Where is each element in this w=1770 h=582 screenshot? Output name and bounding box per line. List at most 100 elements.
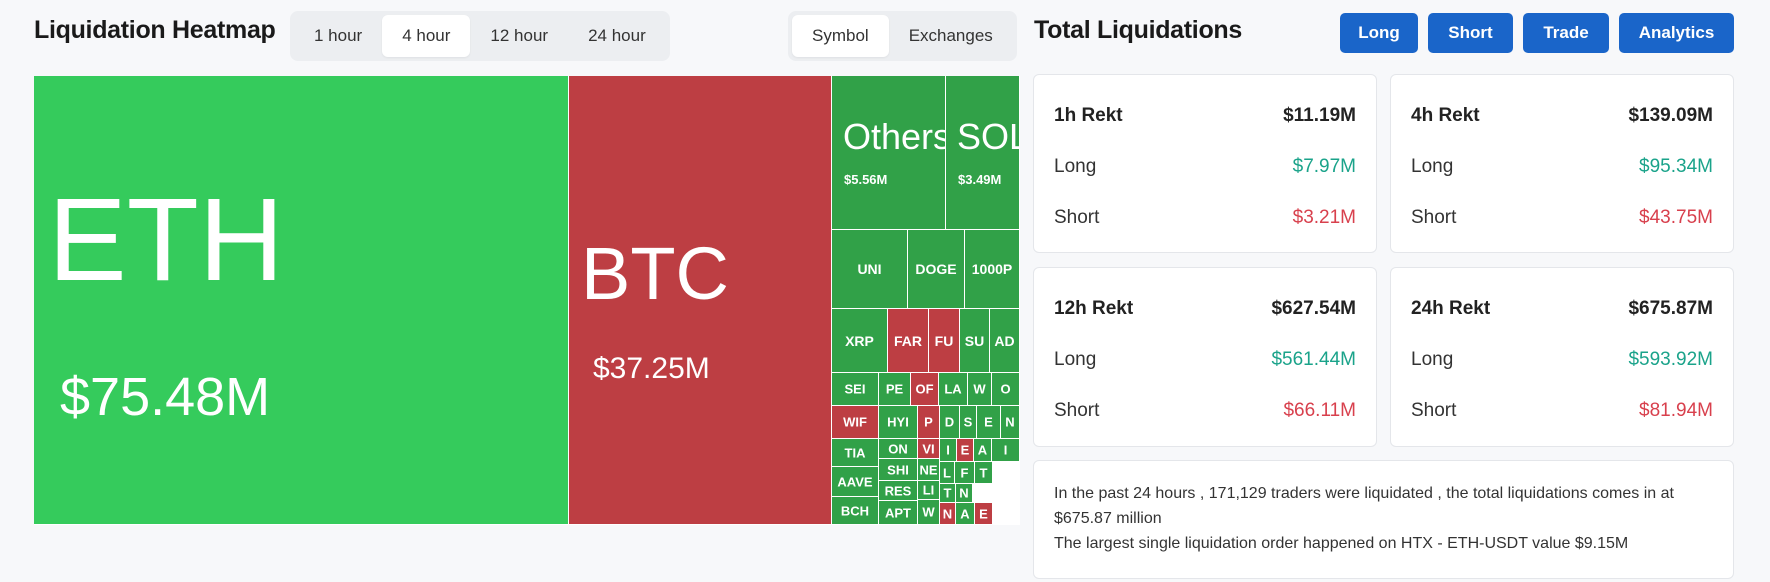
heatmap-tile-p[interactable]: P [918, 406, 940, 439]
heatmap-tile-aave[interactable]: AAVE [832, 467, 879, 497]
tab-1-hour[interactable]: 1 hour [314, 26, 363, 45]
heatmap-tile-tia[interactable]: TIA [832, 439, 879, 467]
heatmap-tile-1000p[interactable]: 1000P [965, 230, 1020, 309]
heatmap-tile-a[interactable]: A [974, 439, 992, 462]
heatmap-tile-vi[interactable]: VI [918, 439, 940, 459]
heatmap-tile-hyi[interactable]: HYI [879, 406, 918, 439]
card-total: $675.87M [1628, 298, 1713, 319]
heatmap-tile-ad[interactable]: AD [990, 309, 1020, 373]
tile-symbol: N [959, 485, 969, 501]
heatmap-tile-e[interactable]: E [977, 406, 1001, 439]
summary-line-traders: In the past 24 hours , 171,129 traders w… [1054, 485, 1674, 527]
card-total: $627.54M [1271, 298, 1356, 319]
card-title: 24h Rekt [1411, 298, 1491, 319]
heatmap-tile-la[interactable]: LA [939, 373, 968, 406]
tile-symbol: A [960, 506, 970, 521]
long-amount: $95.34M [1639, 156, 1713, 177]
heatmap-tile-shi[interactable]: SHI [879, 459, 918, 481]
heatmap-tile-wif[interactable]: WIF [832, 406, 879, 439]
tile-symbol: APT [885, 505, 911, 520]
tab-24-hour[interactable]: 24 hour [588, 26, 646, 45]
tile-symbol: I [1003, 442, 1008, 458]
heatmap-tile-a[interactable]: A [956, 503, 975, 525]
tab-exchanges[interactable]: Exchanges [908, 26, 993, 45]
heatmap-tile-sei[interactable]: SEI [832, 373, 879, 406]
heatmap-tile-sol[interactable]: SOL $3.49M [946, 76, 1020, 230]
tile-symbol: SOL [957, 116, 1019, 157]
tile-symbol: AAVE [837, 474, 873, 489]
tab-4-hour[interactable]: 4 hour [382, 15, 471, 57]
long-amount: $561.44M [1271, 349, 1356, 370]
heatmap-tile-n[interactable]: N [940, 503, 956, 525]
long-amount: $7.97M [1292, 156, 1356, 177]
tile-symbol: 1000P [971, 261, 1013, 277]
tile-symbol: WIF [843, 414, 867, 430]
heatmap-tile-i[interactable]: I [992, 439, 1020, 462]
heatmap-tile-f[interactable]: F [955, 462, 975, 484]
tile-symbol: E [960, 442, 970, 458]
rekt-card-24h: 24h Rekt $675.87M Long $593.92M Short $81.9… [1390, 267, 1734, 447]
heatmap-tile-on[interactable]: ON [879, 439, 918, 459]
heatmap-tile-btc[interactable]: BTC $37.25M [569, 76, 832, 525]
heatmap-tile-pe[interactable]: PE [879, 373, 911, 406]
heatmap-tile-of[interactable]: OF [911, 373, 939, 406]
tile-symbol: Others [843, 116, 946, 157]
heatmap-tile-w[interactable]: W [968, 373, 992, 406]
tile-symbol: RES [884, 483, 912, 498]
long-label: Long [1411, 349, 1454, 370]
heatmap-title: Liquidation Heatmap [34, 16, 276, 44]
trade-button[interactable]: Trade [1523, 13, 1609, 53]
rekt-card-1h: 1h Rekt $11.19M Long $7.97M Short $3.21M [1033, 74, 1377, 253]
heatmap-tile-w[interactable]: W [918, 500, 940, 525]
rekt-card-12h: 12h Rekt $627.54M Long $561.44M Short $66.1… [1033, 267, 1377, 447]
heatmap-tile-uni[interactable]: UNI [832, 230, 908, 309]
heatmap-tile-d[interactable]: D [940, 406, 960, 439]
heatmap-tile-e[interactable]: E [957, 439, 974, 462]
tile-symbol: T [979, 465, 988, 480]
heatmap-tile-s[interactable]: S [960, 406, 977, 439]
heatmap-tile-xrp[interactable]: XRP [832, 309, 888, 373]
heatmap-tile-fu[interactable]: FU [929, 309, 960, 373]
heatmap-tile-bch[interactable]: BCH [832, 497, 879, 525]
heatmap-tile-o[interactable]: O [992, 373, 1020, 406]
tile-symbol: A [977, 442, 988, 458]
tile-symbol: L [943, 465, 951, 480]
tab-12-hour[interactable]: 12 hour [490, 26, 549, 45]
heatmap-tile-far[interactable]: FAR [888, 309, 929, 373]
heatmap-tile-others[interactable]: Others $5.56M [832, 76, 946, 230]
tile-value: $75.48M [60, 367, 271, 427]
liquidation-summary: In the past 24 hours , 171,129 traders w… [1033, 460, 1734, 579]
tile-symbol: E [984, 414, 993, 430]
tile-symbol: P [924, 414, 933, 430]
tile-symbol: LA [944, 381, 962, 397]
heatmap-tile-res[interactable]: RES [879, 481, 918, 501]
heatmap-tile-t[interactable]: T [940, 484, 956, 503]
tile-symbol: BTC [581, 232, 729, 315]
heatmap-tile-t[interactable]: T [975, 462, 993, 484]
tile-symbol: TIA [844, 445, 866, 460]
heatmap-tile-n[interactable]: N [1001, 406, 1020, 439]
analytics-button[interactable]: Analytics [1619, 13, 1734, 53]
heatmap-tile-doge[interactable]: DOGE [908, 230, 965, 309]
long-label: Long [1054, 156, 1097, 177]
tile-symbol: N [1005, 414, 1015, 430]
heatmap-tile-ne[interactable]: NE [918, 459, 940, 481]
tile-symbol: FAR [894, 332, 922, 349]
heatmap-tile-li[interactable]: LI [918, 481, 940, 500]
short-amount: $66.11M [1283, 400, 1356, 421]
long-label: Long [1411, 156, 1454, 177]
tile-symbol: W [922, 504, 935, 520]
tile-symbol: S [963, 414, 973, 430]
short-label: Short [1411, 400, 1457, 421]
heatmap-tile-i[interactable]: I [940, 439, 957, 462]
tile-symbol: FU [934, 332, 954, 349]
heatmap-tile-e[interactable]: E [975, 503, 993, 525]
heatmap-tile-su[interactable]: SU [960, 309, 990, 373]
short-button[interactable]: Short [1428, 13, 1513, 53]
heatmap-tile-eth[interactable]: ETH $75.48M [34, 76, 569, 525]
heatmap-tile-apt[interactable]: APT [879, 501, 918, 525]
heatmap-tile-n[interactable]: N [956, 484, 973, 503]
tab-symbol[interactable]: Symbol [792, 15, 889, 57]
heatmap-tile-l[interactable]: L [940, 462, 955, 484]
long-button[interactable]: Long [1340, 13, 1418, 53]
